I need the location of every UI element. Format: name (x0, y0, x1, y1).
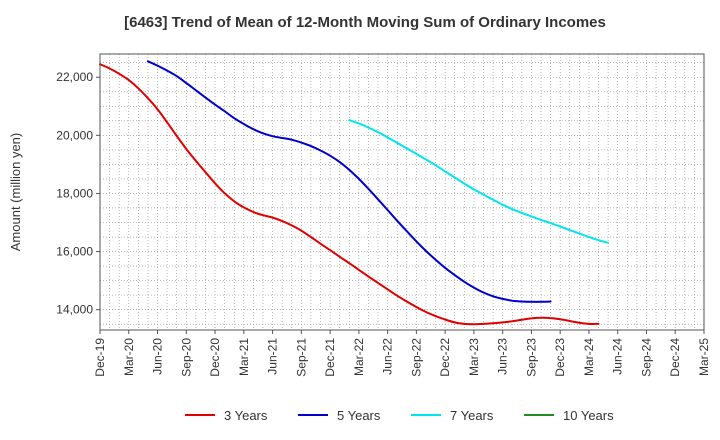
x-axis: Dec-19 Mar-20 Jun-20 Sep-20 Dec-20 Mar-21 Jun-… (93, 330, 711, 377)
x-tick-label: Mar-23 (467, 338, 481, 376)
x-tick-label: Dec-24 (668, 338, 682, 377)
plot-area-frame (99, 53, 705, 331)
legend-label-7-years: 7 Years (450, 408, 494, 423)
x-tick-label: Dec-23 (553, 338, 567, 377)
legend-label-3-years: 3 Years (224, 408, 268, 423)
y-tick-label: 20,000 (56, 128, 93, 142)
x-tick-label: Dec-22 (438, 338, 452, 377)
x-tick-label: Mar-21 (237, 338, 251, 376)
grid (100, 54, 704, 330)
y-axis: 14,000 16,000 18,000 20,000 22,000 (56, 70, 100, 317)
x-tick-label: Sep-22 (409, 338, 423, 377)
x-tick-label: Jun-22 (381, 338, 395, 375)
x-tick-label: Mar-25 (697, 338, 711, 376)
x-tick-label: Sep-21 (294, 338, 308, 377)
series-line-3-years (99, 63, 600, 326)
x-tick-label: Mar-24 (582, 338, 596, 376)
x-tick-label: Dec-20 (208, 338, 222, 377)
legend: 3 Years 5 Years 7 Years 10 Years (185, 408, 614, 423)
y-tick-label: 16,000 (56, 245, 93, 259)
x-tick-label: Sep-24 (639, 338, 653, 377)
x-tick-label: Mar-22 (352, 338, 366, 376)
x-tick-label: Jun-21 (266, 338, 280, 375)
x-tick-label: Sep-20 (179, 338, 193, 377)
legend-label-5-years: 5 Years (337, 408, 381, 423)
series-line-7-years (348, 119, 610, 244)
x-tick-label: Sep-23 (524, 338, 538, 377)
x-tick-label: Jun-24 (611, 338, 625, 375)
chart-title: [6463] Trend of Mean of 12-Month Moving … (124, 14, 606, 31)
legend-label-10-years: 10 Years (563, 408, 614, 423)
x-tick-label: Dec-21 (323, 338, 337, 377)
series-line-5-years (146, 60, 552, 303)
x-tick-label: Mar-20 (122, 338, 136, 376)
x-tick-label: Dec-19 (93, 338, 107, 377)
y-tick-label: 14,000 (56, 303, 93, 317)
x-tick-label: Jun-23 (496, 338, 510, 375)
y-tick-label: 18,000 (56, 186, 93, 200)
series-group (99, 60, 610, 326)
y-tick-label: 22,000 (56, 70, 93, 84)
x-tick-label: Jun-20 (151, 338, 165, 375)
y-axis-label: Amount (million yen) (8, 133, 23, 252)
